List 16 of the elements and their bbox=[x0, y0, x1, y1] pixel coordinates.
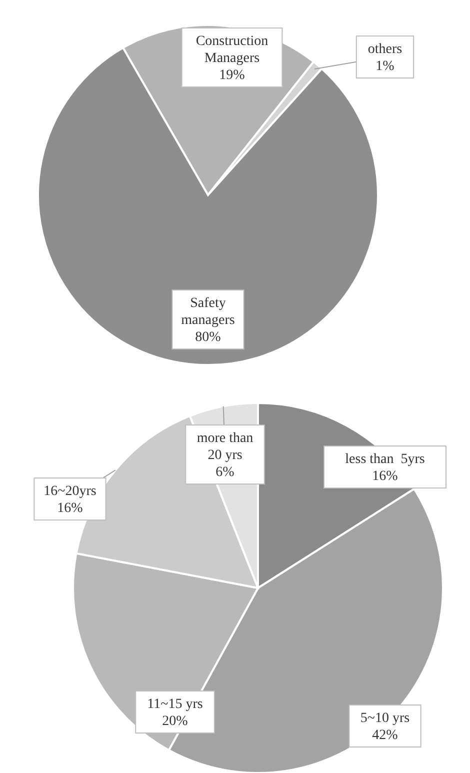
data-label: 1% bbox=[376, 59, 395, 74]
data-label: 19% bbox=[219, 68, 246, 83]
slice-label: Construction Managers bbox=[196, 34, 268, 66]
data-label: 16% bbox=[57, 501, 84, 516]
slice-label: Safety managers bbox=[181, 296, 235, 328]
data-label: 20% bbox=[162, 714, 188, 729]
slice-label: 11~15 yrs bbox=[147, 697, 203, 712]
data-label: 80% bbox=[195, 330, 222, 345]
data-label: 16% bbox=[372, 469, 398, 484]
slice-label: 5~10 yrs bbox=[360, 711, 410, 726]
data-label: 42% bbox=[372, 728, 398, 743]
slice-label: others bbox=[368, 42, 402, 57]
data-label: 6% bbox=[216, 465, 235, 480]
slice-label: more than 20 yrs bbox=[196, 431, 254, 463]
slice-label: less than 5yrs bbox=[345, 452, 425, 467]
slice-label: 16~20yrs bbox=[44, 484, 96, 499]
